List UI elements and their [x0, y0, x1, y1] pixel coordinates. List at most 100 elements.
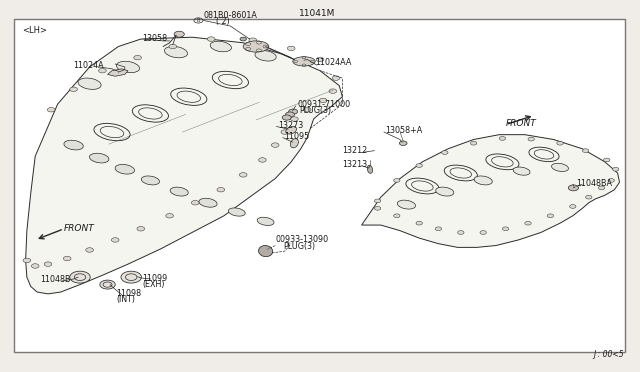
- Circle shape: [207, 37, 215, 41]
- Circle shape: [239, 173, 247, 177]
- Ellipse shape: [286, 126, 296, 134]
- Circle shape: [44, 262, 52, 266]
- Circle shape: [442, 151, 448, 154]
- Circle shape: [217, 187, 225, 192]
- Text: J : 00<5: J : 00<5: [593, 350, 624, 359]
- Ellipse shape: [436, 187, 454, 196]
- Circle shape: [316, 57, 324, 62]
- Circle shape: [100, 280, 115, 289]
- Circle shape: [332, 76, 340, 80]
- Text: PLUG(3): PLUG(3): [283, 242, 315, 251]
- Ellipse shape: [228, 208, 245, 216]
- Circle shape: [470, 141, 477, 145]
- Ellipse shape: [199, 198, 217, 207]
- Ellipse shape: [474, 176, 492, 185]
- Circle shape: [570, 205, 576, 208]
- Ellipse shape: [210, 41, 232, 52]
- Text: 081B0-8601A: 081B0-8601A: [204, 11, 257, 20]
- Circle shape: [458, 231, 464, 234]
- Circle shape: [547, 214, 554, 218]
- Text: (INT): (INT): [116, 295, 136, 304]
- Text: 13212: 13212: [342, 146, 367, 155]
- Circle shape: [319, 98, 327, 103]
- Text: 11099: 11099: [142, 274, 167, 283]
- Circle shape: [502, 227, 509, 231]
- Text: B: B: [196, 18, 200, 23]
- Circle shape: [134, 55, 141, 60]
- Ellipse shape: [78, 78, 101, 89]
- Circle shape: [137, 227, 145, 231]
- Circle shape: [528, 137, 534, 141]
- Circle shape: [285, 112, 294, 117]
- Circle shape: [191, 201, 199, 205]
- Ellipse shape: [367, 165, 372, 173]
- Ellipse shape: [115, 164, 134, 174]
- Circle shape: [111, 238, 119, 242]
- Circle shape: [291, 117, 298, 121]
- Text: 13058+A: 13058+A: [385, 126, 422, 135]
- Text: 00933-13090: 00933-13090: [275, 235, 328, 244]
- Text: PLUG(3): PLUG(3): [300, 106, 332, 115]
- Circle shape: [166, 214, 173, 218]
- Circle shape: [604, 158, 610, 162]
- Ellipse shape: [164, 46, 188, 58]
- Circle shape: [435, 227, 442, 231]
- Circle shape: [557, 141, 563, 145]
- Circle shape: [282, 115, 291, 120]
- Ellipse shape: [513, 167, 530, 175]
- Text: 00931-71000: 00931-71000: [298, 100, 351, 109]
- Ellipse shape: [90, 153, 109, 163]
- Text: <LH>: <LH>: [22, 26, 47, 35]
- Circle shape: [394, 179, 400, 182]
- Circle shape: [23, 258, 31, 263]
- Circle shape: [374, 206, 381, 210]
- Ellipse shape: [552, 163, 568, 171]
- Text: FRONT: FRONT: [506, 119, 536, 128]
- Circle shape: [86, 248, 93, 252]
- Ellipse shape: [259, 246, 273, 257]
- Circle shape: [598, 186, 605, 190]
- Polygon shape: [108, 69, 128, 76]
- Circle shape: [287, 46, 295, 51]
- Ellipse shape: [291, 139, 298, 148]
- Circle shape: [99, 68, 106, 73]
- Circle shape: [259, 158, 266, 162]
- Circle shape: [374, 199, 381, 203]
- Circle shape: [240, 37, 246, 41]
- Text: FRONT: FRONT: [64, 224, 95, 233]
- Circle shape: [289, 109, 298, 114]
- Text: 13058: 13058: [142, 34, 167, 43]
- Text: 11048BA: 11048BA: [576, 179, 612, 187]
- Circle shape: [63, 256, 71, 261]
- Text: 11048B: 11048B: [40, 275, 70, 284]
- Circle shape: [416, 221, 422, 225]
- Circle shape: [281, 130, 289, 134]
- Text: 13273: 13273: [278, 121, 303, 130]
- Text: 11041M: 11041M: [299, 9, 335, 18]
- Ellipse shape: [141, 176, 159, 185]
- Circle shape: [568, 185, 579, 191]
- Bar: [14, 19, 625, 352]
- Circle shape: [70, 87, 77, 92]
- Circle shape: [480, 231, 486, 234]
- Circle shape: [169, 44, 177, 49]
- Circle shape: [582, 149, 589, 153]
- Polygon shape: [26, 37, 342, 294]
- Circle shape: [394, 214, 400, 218]
- Circle shape: [249, 38, 257, 42]
- Text: (EXH): (EXH): [142, 280, 164, 289]
- Text: 13213: 13213: [342, 160, 367, 169]
- Circle shape: [608, 179, 614, 182]
- Ellipse shape: [170, 187, 188, 196]
- Ellipse shape: [64, 140, 83, 150]
- Text: 11098: 11098: [116, 289, 141, 298]
- Ellipse shape: [255, 51, 276, 61]
- Text: ( 2): ( 2): [216, 17, 230, 26]
- Circle shape: [47, 108, 55, 112]
- Circle shape: [399, 141, 407, 145]
- Text: 11024AA: 11024AA: [316, 58, 352, 67]
- Circle shape: [525, 221, 531, 225]
- Text: 11095: 11095: [284, 132, 309, 141]
- Text: 11024A: 11024A: [74, 61, 104, 70]
- Circle shape: [271, 143, 279, 147]
